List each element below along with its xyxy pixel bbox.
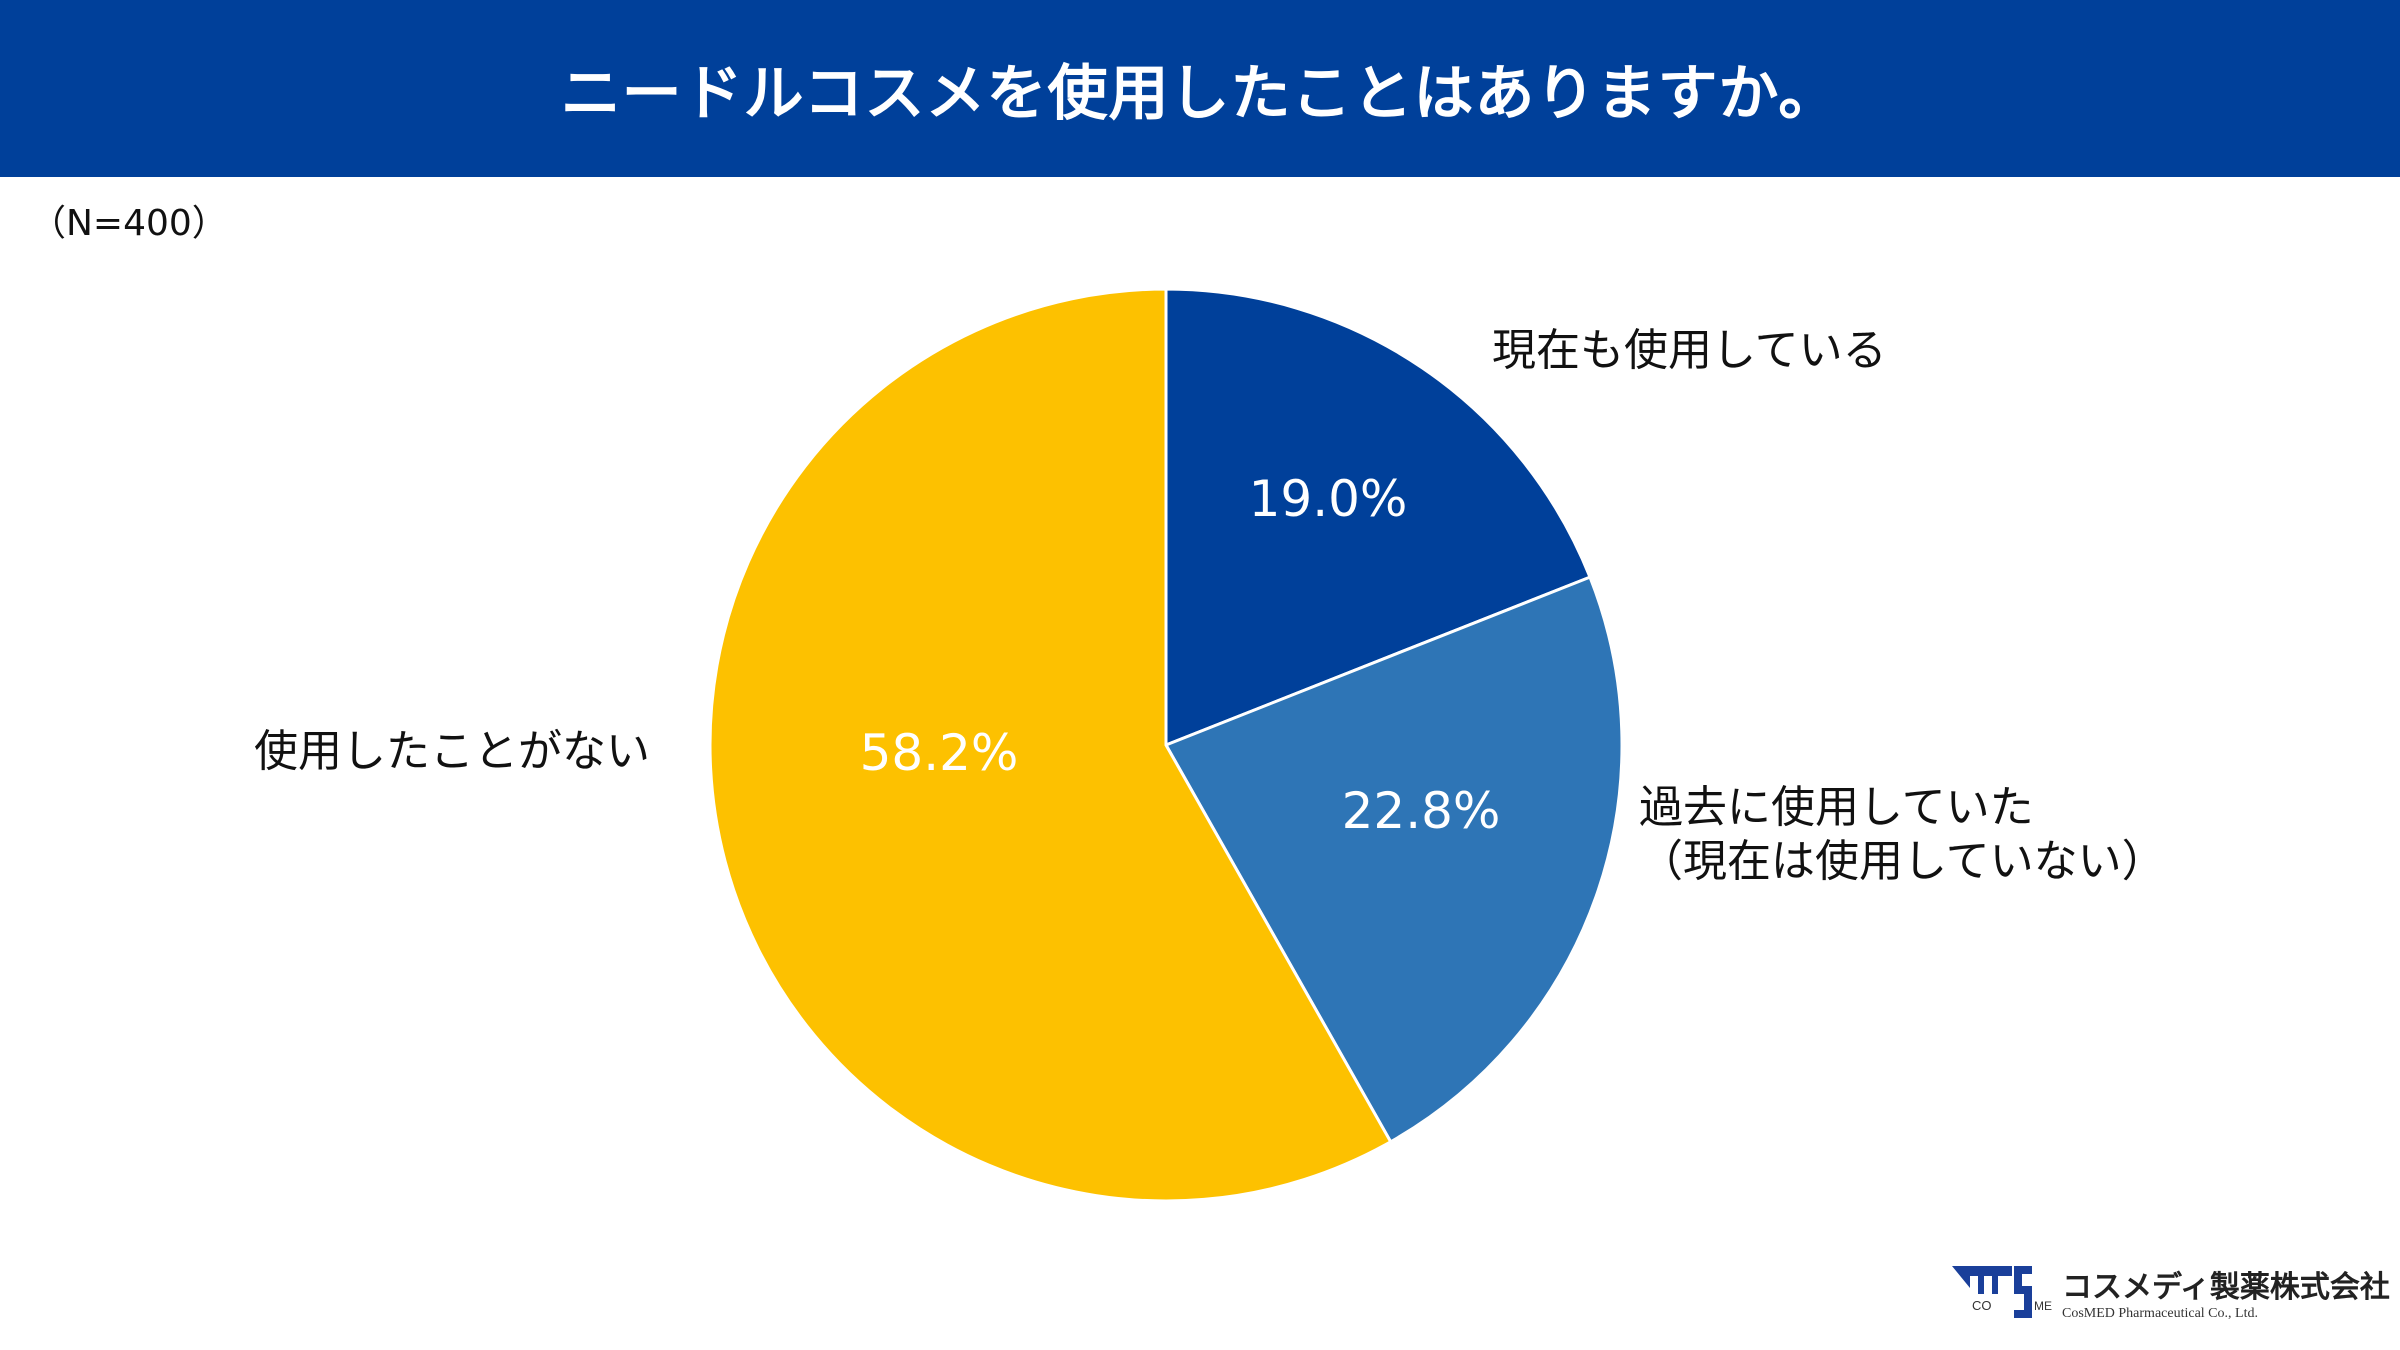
sample-size: （N=400） bbox=[30, 203, 228, 244]
category-label-2: （現在は使用していない） bbox=[1639, 836, 2166, 887]
pie-slice-2 bbox=[1163, 575, 1624, 1144]
data-label-3: 58.2% bbox=[860, 724, 1019, 782]
company-logo: CO MED コスメディ製薬株式会社 CosMED Pharmaceutical… bbox=[1952, 1262, 2390, 1322]
data-label-2: 22.8% bbox=[1342, 782, 1501, 840]
title-banner: ニードルコスメを使用したことはありますか。 bbox=[0, 0, 2400, 177]
cosmed-logo-mark: CO MED bbox=[1952, 1266, 2052, 1318]
category-label-1: 現在も使用している bbox=[1492, 325, 1887, 376]
category-label-2: 過去に使用していた bbox=[1639, 782, 2034, 833]
logo-en: CosMED Pharmaceutical Co., Ltd. bbox=[2062, 1306, 2258, 1321]
chart-title: ニードルコスメを使用したことはありますか。 bbox=[560, 59, 1840, 129]
pie-slice-3 bbox=[708, 287, 1393, 1203]
data-label-1: 19.0% bbox=[1249, 470, 1408, 528]
svg-text:MED: MED bbox=[2034, 1299, 2052, 1313]
category-label-3: 使用したことがない bbox=[254, 726, 650, 777]
pie-slice-1 bbox=[1164, 287, 1592, 748]
svg-text:CO: CO bbox=[1972, 1298, 1992, 1313]
logo-jp: コスメディ製薬株式会社 bbox=[2062, 1270, 2390, 1305]
